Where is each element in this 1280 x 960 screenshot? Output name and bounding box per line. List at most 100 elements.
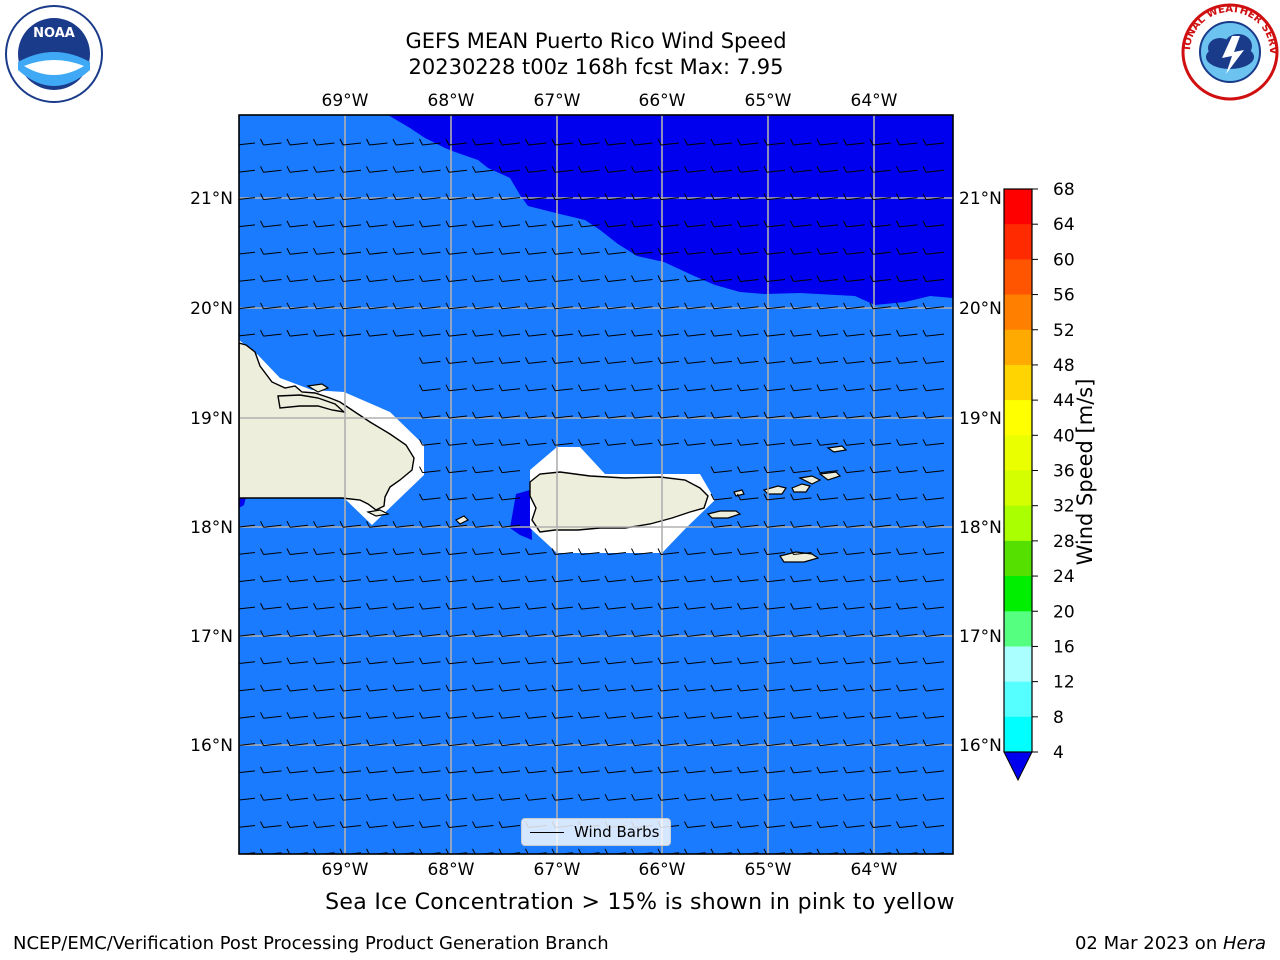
wind-barb <box>869 657 892 665</box>
wind-barb <box>260 275 282 282</box>
wind-barb <box>869 193 892 201</box>
wind-barb <box>843 712 865 719</box>
lon-label-top: 66°W <box>639 91 686 111</box>
wind-barb <box>763 821 786 828</box>
wind-barb <box>525 739 547 747</box>
wind-barb <box>684 411 706 419</box>
wind-barb <box>239 715 256 719</box>
wind-barb <box>763 520 786 528</box>
wind-barb <box>843 821 865 828</box>
wind-barb <box>657 657 680 665</box>
wind-barb <box>790 411 812 419</box>
wind-barb <box>816 357 839 364</box>
colorbar-segment <box>1004 576 1032 612</box>
colorbar-segment <box>1004 470 1032 507</box>
wind-barb <box>816 138 839 146</box>
wind-barb <box>498 357 521 364</box>
wind-barb <box>922 602 945 610</box>
wind-barb <box>419 329 441 337</box>
wind-barb <box>790 575 812 583</box>
wind-barb <box>843 766 865 774</box>
wind-barb <box>445 712 468 719</box>
wind-barb <box>339 630 362 637</box>
wind-barb <box>790 247 812 255</box>
wind-barb <box>578 329 600 337</box>
wind-barb <box>419 411 441 419</box>
wind-barb <box>604 766 627 774</box>
colorbar-segment <box>1004 435 1032 471</box>
wind-barb <box>790 821 812 828</box>
wind-barb <box>790 630 812 637</box>
wind-barb <box>498 166 521 173</box>
wind-barb <box>896 630 918 637</box>
wind-barb <box>604 329 627 337</box>
wind-barb <box>339 821 362 828</box>
wind-barb <box>869 739 892 747</box>
wind-barb <box>684 138 706 146</box>
wind-barb <box>525 384 547 392</box>
wind-barb <box>763 439 786 446</box>
wind-barb <box>737 657 759 665</box>
land-small-islands <box>306 383 848 563</box>
wind-barb <box>286 220 309 228</box>
wind-barb <box>339 520 362 528</box>
wind-barb <box>896 548 918 555</box>
wind-barb <box>790 684 812 692</box>
wind-barb <box>551 739 574 747</box>
wind-barb <box>445 138 468 146</box>
wind-barb <box>392 302 415 310</box>
wind-barb <box>922 439 945 446</box>
wind-barb <box>313 220 335 228</box>
wind-barb <box>816 247 839 255</box>
wind-barb <box>737 575 759 583</box>
wind-barb <box>445 684 468 692</box>
wind-barb <box>790 357 812 364</box>
wind-barb <box>392 766 415 774</box>
wind-barb <box>869 548 892 555</box>
wind-barb <box>843 520 865 528</box>
wind-barb <box>896 384 918 392</box>
wind-barb <box>445 602 468 610</box>
wind-barb <box>525 193 547 201</box>
colorbar-tick-label: 28 <box>1053 532 1075 552</box>
wind-barb <box>816 220 839 228</box>
wind-barb <box>922 766 945 774</box>
wind-barb <box>339 275 362 282</box>
wind-barb <box>472 575 494 583</box>
wind-barb <box>790 166 812 173</box>
lat-label-right: 17°N <box>959 627 1002 647</box>
wind-barb <box>869 766 892 774</box>
chart-title: GEFS MEAN Puerto Rico Wind Speed <box>405 29 787 53</box>
wind-barb <box>498 302 521 310</box>
lon-label-bottom: 67°W <box>534 860 581 880</box>
wind-barb <box>366 793 388 801</box>
wind-barb <box>578 384 600 392</box>
wind-barb <box>737 821 759 828</box>
wind-barb <box>260 575 282 583</box>
wind-barb <box>286 302 309 310</box>
wind-barb <box>816 193 839 201</box>
wind-barb <box>525 411 547 419</box>
wind-barb <box>339 793 362 801</box>
wind-barb <box>790 766 812 774</box>
wind-barb <box>472 793 494 801</box>
wind-barb <box>551 575 574 583</box>
wind-barb <box>339 302 362 310</box>
wind-barb <box>763 548 786 555</box>
wind-barb <box>551 247 574 255</box>
wind-barb <box>419 793 441 801</box>
wind-barb <box>260 630 282 637</box>
colorbar-tick-label: 60 <box>1053 250 1075 270</box>
wind-barb <box>843 493 865 501</box>
wind-barb <box>843 247 865 255</box>
wind-barb <box>631 220 653 228</box>
wind-barb <box>631 357 653 364</box>
colorbar-segment <box>1004 400 1032 436</box>
wind-barb <box>896 575 918 583</box>
wind-barb <box>260 793 282 801</box>
wind-barb <box>578 657 600 665</box>
wind-barb <box>710 630 733 637</box>
footer-date-text: 02 Mar 2023 on <box>1074 933 1223 954</box>
wind-barb <box>657 684 680 692</box>
wind-barb <box>657 739 680 747</box>
